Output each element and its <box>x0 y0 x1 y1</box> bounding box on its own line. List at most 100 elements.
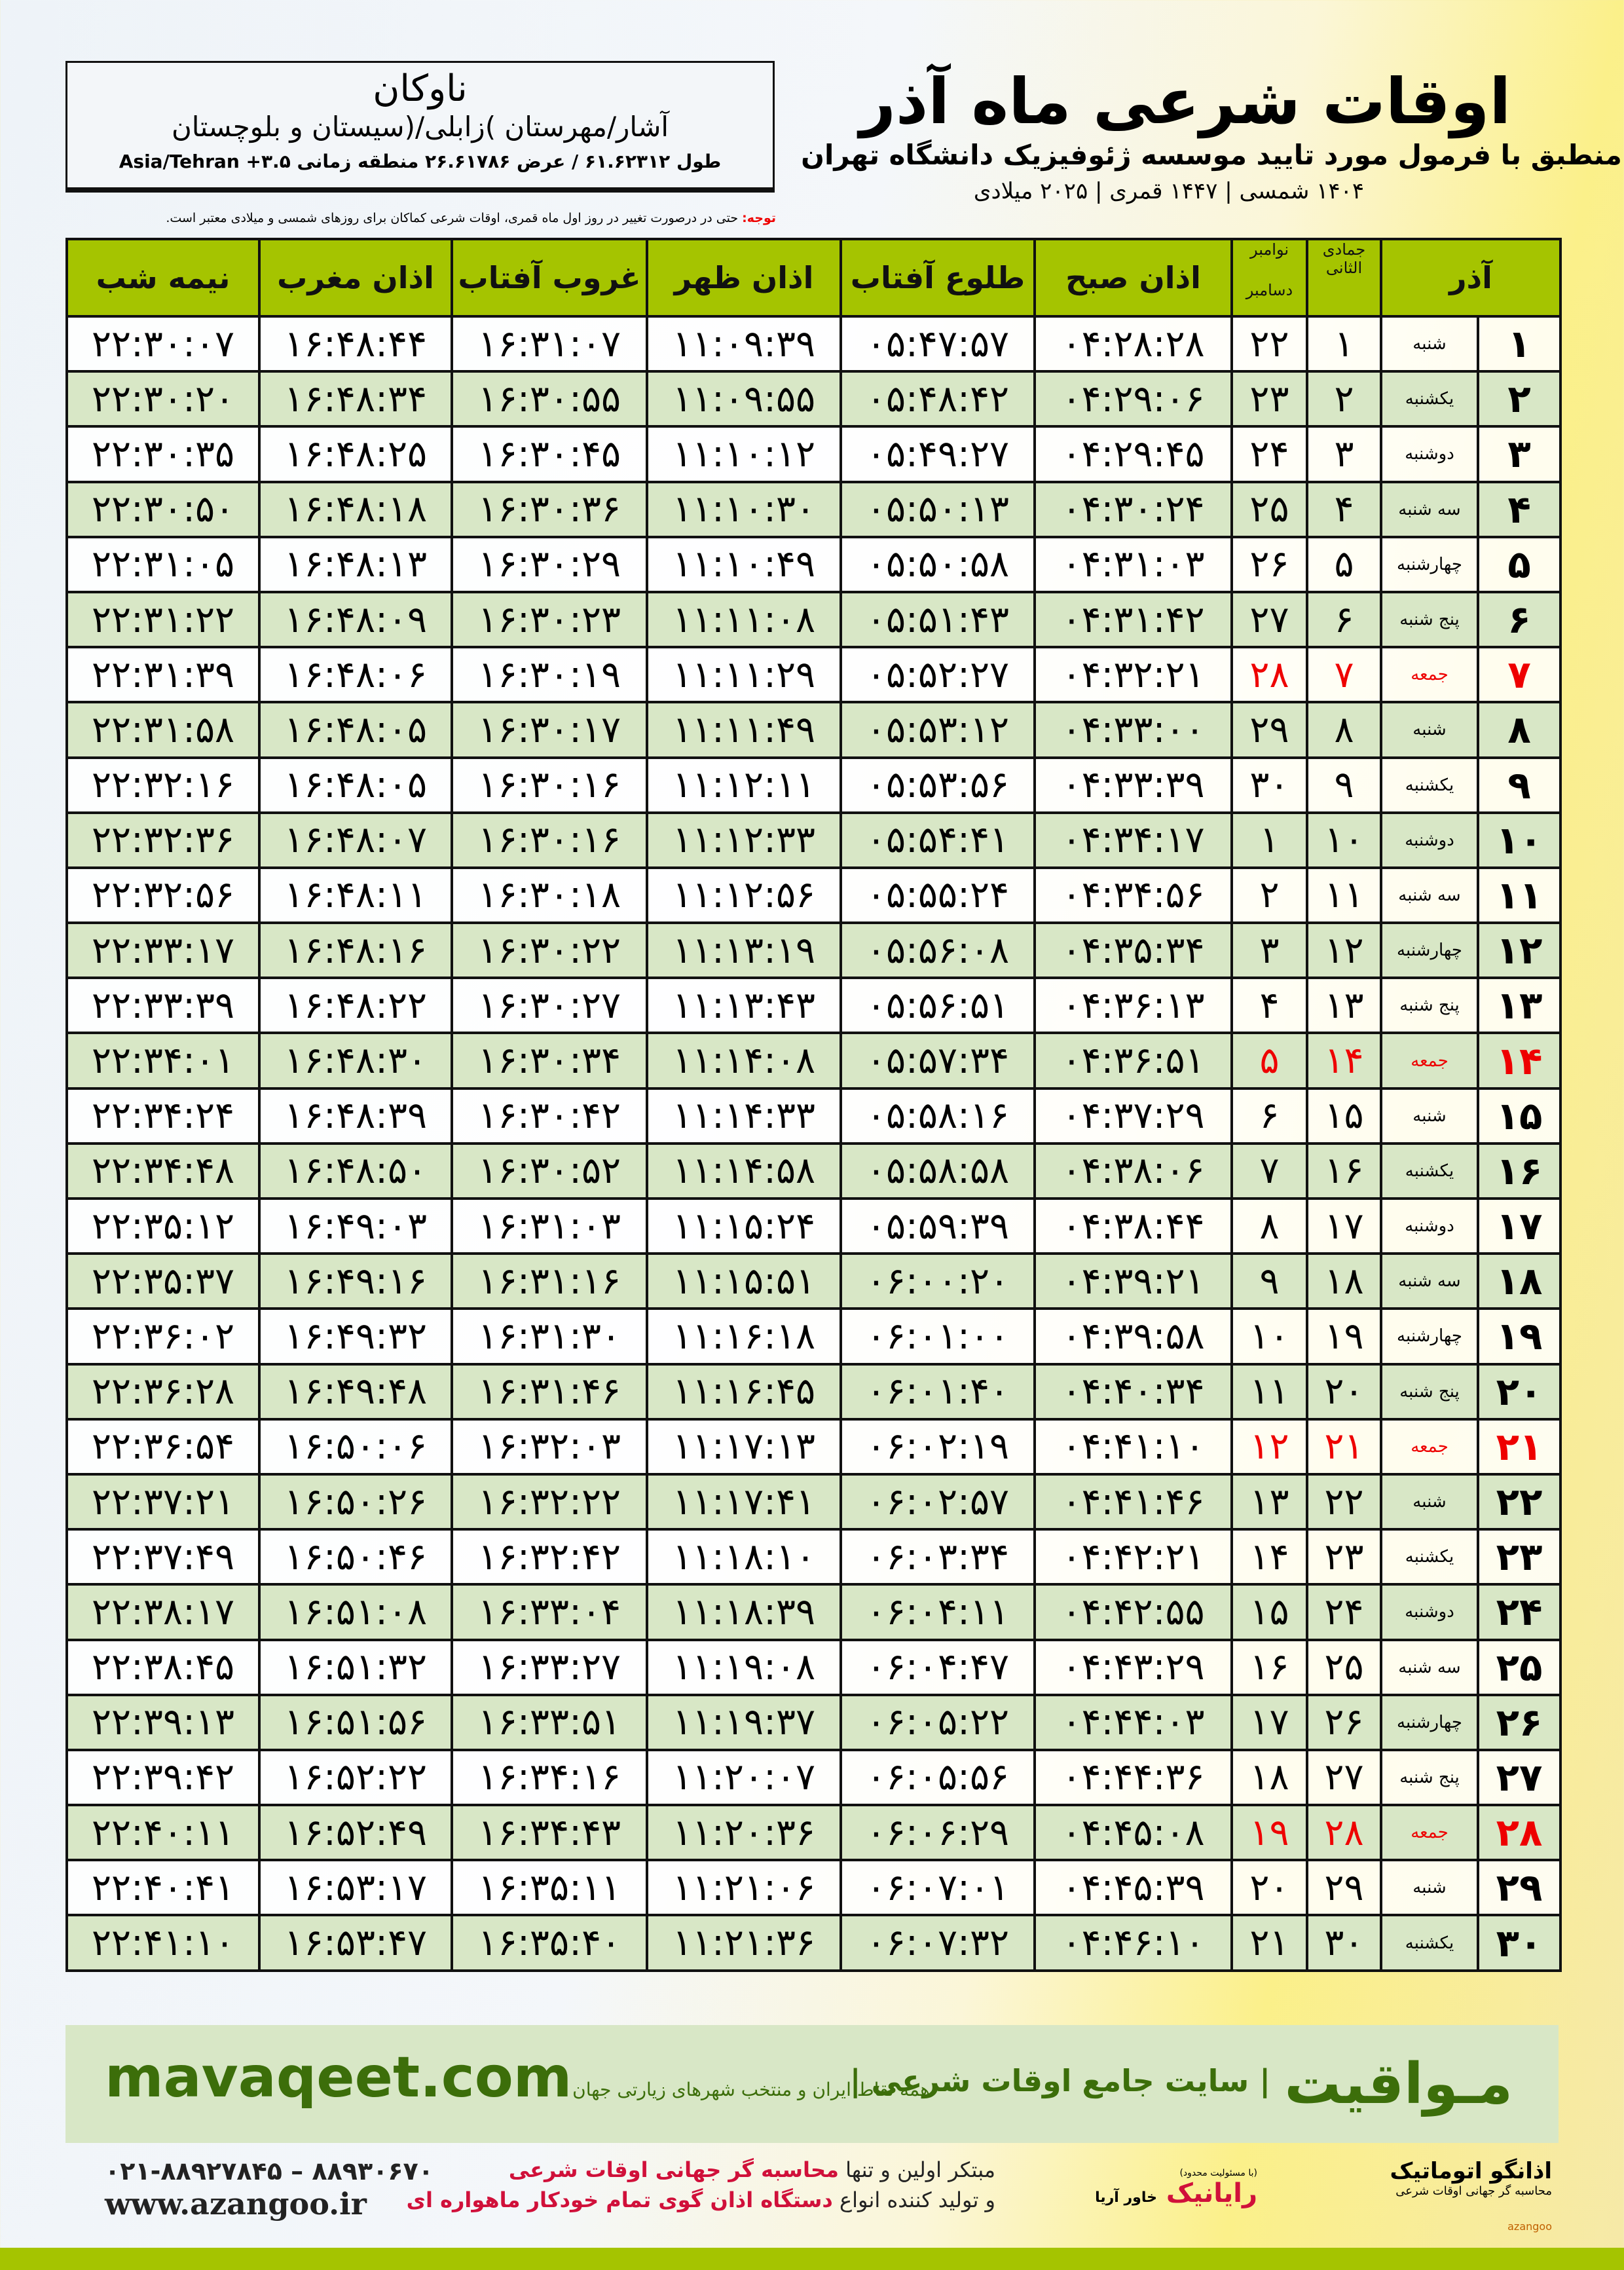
cell-sobh: ۰۴:۳۸:۴۴ <box>1033 1197 1233 1256</box>
cell-ghoroob: ۱۶:۳۲:۴۲ <box>451 1528 648 1586</box>
cell-hijri-day: ۱۱ <box>1306 866 1382 925</box>
cell-gregorian-day: ۱۵ <box>1230 1583 1308 1641</box>
cell-gregorian-day: ۲۲ <box>1230 314 1308 373</box>
cell-day: ۹ <box>1477 756 1562 814</box>
cell-gregorian-day: ۱۹ <box>1230 1804 1308 1862</box>
cell-day: ۲۱ <box>1477 1417 1562 1476</box>
cell-nime-shab: ۲۲:۳۲:۳۶ <box>65 811 261 869</box>
cell-gregorian-day: ۲۱ <box>1230 1914 1308 1972</box>
cell-day: ۲۹ <box>1477 1859 1562 1917</box>
bottom-bar <box>0 2248 1624 2270</box>
cell-day: ۱۷ <box>1477 1197 1562 1256</box>
table-row: ۲۴ دوشنبه ۲۴ ۱۵ ۰۴:۴۲:۵۵ ۰۶:۰۴:۱۱ ۱۱:۱۸:۳۹ ۱۶:۳… <box>65 1583 1562 1641</box>
cell-ghoroob: ۱۶:۳۰:۴۵ <box>451 425 648 483</box>
cell-tolu: ۰۶:۰۷:۳۲ <box>840 1914 1036 1972</box>
cell-weekday: شنبه <box>1379 1472 1480 1531</box>
cell-tolu: ۰۶:۰۷:۰۱ <box>840 1859 1036 1917</box>
cell-maghreb: ۱۶:۴۸:۲۵ <box>258 425 453 483</box>
cell-weekday: دوشنبه <box>1379 1197 1480 1256</box>
table-row: ۲ یکشنبه ۲ ۲۳ ۰۴:۲۹:۰۶ ۰۵:۴۸:۴۲ ۱۱:۰۹:۵۵ ۱۶:۳۰:… <box>65 370 1562 428</box>
table-row: ۲۹ شنبه ۲۹ ۲۰ ۰۴:۴۵:۳۹ ۰۶:۰۷:۰۱ ۱۱:۲۱:۰۶ ۱۶:۳۵:… <box>65 1859 1562 1917</box>
cell-zohr: ۱۱:۲۰:۰۷ <box>646 1748 842 1807</box>
cell-weekday: پنج شنبه <box>1379 1362 1480 1421</box>
cell-hijri-day: ۱۴ <box>1306 1032 1382 1090</box>
cell-ghoroob: ۱۶:۳۰:۲۲ <box>451 921 648 980</box>
cell-maghreb: ۱۶:۴۹:۰۳ <box>258 1197 453 1256</box>
cell-ghoroob: ۱۶:۳۰:۱۶ <box>451 811 648 869</box>
cell-zohr: ۱۱:۱۲:۳۳ <box>646 811 842 869</box>
cell-ghoroob: ۱۶:۳۱:۰۳ <box>451 1197 648 1256</box>
cell-weekday: دوشنبه <box>1379 811 1480 869</box>
cell-tolu: ۰۵:۵۹:۳۹ <box>840 1197 1036 1256</box>
azangoo-logo: اذانگو اتوماتیک محاسبه گر جهانی اوقات شرع… <box>1390 2158 1552 2198</box>
table-row: ۱۷ دوشنبه ۱۷ ۸ ۰۴:۳۸:۴۴ ۰۵:۵۹:۳۹ ۱۱:۱۵:۲۴ ۱۶:۳۱… <box>65 1197 1562 1256</box>
header-ghoroob: غروب آفتاب <box>451 238 648 318</box>
cell-day: ۱۶ <box>1477 1142 1562 1200</box>
cell-ghoroob: ۱۶:۳۰:۲۷ <box>451 977 648 1035</box>
table-row: ۲۲ شنبه ۲۲ ۱۳ ۰۴:۴۱:۴۶ ۰۶:۰۲:۵۷ ۱۱:۱۷:۴۱ ۱۶:۳۲:… <box>65 1472 1562 1531</box>
cell-tolu: ۰۵:۵۱:۴۳ <box>840 590 1036 649</box>
cell-maghreb: ۱۶:۴۸:۳۹ <box>258 1087 453 1145</box>
cell-gregorian-day: ۳۰ <box>1230 756 1308 814</box>
cell-nime-shab: ۲۲:۳۲:۵۶ <box>65 866 261 925</box>
banner-tagline: | سایت جامع اوقات شرعی | <box>849 2063 1270 2098</box>
cell-tolu: ۰۵:۵۲:۲۷ <box>840 646 1036 704</box>
cell-zohr: ۱۱:۱۱:۴۹ <box>646 701 842 759</box>
cell-weekday: پنج شنبه <box>1379 1748 1480 1807</box>
cell-maghreb: ۱۶:۴۸:۰۹ <box>258 590 453 649</box>
cell-gregorian-day: ۳ <box>1230 921 1308 980</box>
cell-zohr: ۱۱:۱۸:۳۹ <box>646 1583 842 1641</box>
cell-weekday: شنبه <box>1379 1087 1480 1145</box>
cell-tolu: ۰۶:۰۴:۴۷ <box>840 1638 1036 1696</box>
cell-ghoroob: ۱۶:۳۰:۱۹ <box>451 646 648 704</box>
cell-day: ۲۶ <box>1477 1693 1562 1751</box>
mavaqeet-link[interactable]: mavaqeet.com <box>105 2045 572 2110</box>
cell-day: ۷ <box>1477 646 1562 704</box>
cell-zohr: ۱۱:۱۹:۰۸ <box>646 1638 842 1696</box>
cell-zohr: ۱۱:۱۷:۱۳ <box>646 1417 842 1476</box>
cell-gregorian-day: ۱۰ <box>1230 1307 1308 1366</box>
cell-sobh: ۰۴:۴۰:۳۴ <box>1033 1362 1233 1421</box>
page-subtitle: منطبق با فرمول مورد تایید موسسه ژئوفیزیک… <box>801 139 1622 171</box>
cell-ghoroob: ۱۶:۳۵:۱۱ <box>451 1859 648 1917</box>
cell-ghoroob: ۱۶:۳۴:۱۶ <box>451 1748 648 1807</box>
table-row: ۱۹ چهارشنبه ۱۹ ۱۰ ۰۴:۳۹:۵۸ ۰۶:۰۱:۰۰ ۱۱:۱۶:۱۸ ۱۶… <box>65 1307 1562 1366</box>
table-row: ۹ یکشنبه ۹ ۳۰ ۰۴:۳۳:۳۹ ۰۵:۵۳:۵۶ ۱۱:۱۲:۱۱ ۱۶:۳۰:… <box>65 756 1562 814</box>
cell-sobh: ۰۴:۳۲:۲۱ <box>1033 646 1233 704</box>
cell-nime-shab: ۲۲:۳۵:۱۲ <box>65 1197 261 1256</box>
cell-tolu: ۰۶:۰۵:۵۶ <box>840 1748 1036 1807</box>
cell-weekday: پنج شنبه <box>1379 590 1480 649</box>
cell-weekday: شنبه <box>1379 1859 1480 1917</box>
cell-sobh: ۰۴:۳۰:۲۴ <box>1033 480 1233 538</box>
header-hijri-label: جمادی الثانی <box>1322 240 1366 277</box>
years-line: ۱۴۰۴ شمسی | ۱۴۴۷ قمری | ۲۰۲۵ میلادی <box>973 178 1365 204</box>
cell-sobh: ۰۴:۲۹:۴۵ <box>1033 425 1233 483</box>
cell-weekday: دوشنبه <box>1379 425 1480 483</box>
cell-tolu: ۰۶:۰۵:۲۲ <box>840 1693 1036 1751</box>
header-greg-nov: نوامبر <box>1249 240 1289 259</box>
cell-maghreb: ۱۶:۴۸:۴۴ <box>258 314 453 373</box>
cell-zohr: ۱۱:۱۰:۱۲ <box>646 425 842 483</box>
cell-maghreb: ۱۶:۴۸:۰۶ <box>258 646 453 704</box>
cell-day: ۲ <box>1477 370 1562 428</box>
cell-hijri-day: ۲۳ <box>1306 1528 1382 1586</box>
cell-gregorian-day: ۲ <box>1230 866 1308 925</box>
azangoo-link[interactable]: www.azangoo.ir <box>105 2186 367 2222</box>
cell-zohr: ۱۱:۱۱:۰۸ <box>646 590 842 649</box>
cell-hijri-day: ۱۲ <box>1306 921 1382 980</box>
table-row: ۱۲ چهارشنبه ۱۲ ۳ ۰۴:۳۵:۳۴ ۰۵:۵۶:۰۸ ۱۱:۱۳:۱۹ ۱۶:… <box>65 921 1562 980</box>
cell-gregorian-day: ۱۶ <box>1230 1638 1308 1696</box>
cell-ghoroob: ۱۶:۳۱:۳۰ <box>451 1307 648 1366</box>
cell-zohr: ۱۱:۱۳:۱۹ <box>646 921 842 980</box>
cell-weekday: چهارشنبه <box>1379 921 1480 980</box>
note: توجه: حتی در درصورت تغییر در روز اول ماه… <box>65 211 776 225</box>
table-row: ۵ چهارشنبه ۵ ۲۶ ۰۴:۳۱:۰۳ ۰۵:۵۰:۵۸ ۱۱:۱۰:۴۹ ۱۶:۳… <box>65 535 1562 593</box>
cell-weekday: سه شنبه <box>1379 1638 1480 1696</box>
cell-weekday: شنبه <box>1379 314 1480 373</box>
cell-maghreb: ۱۶:۵۳:۴۷ <box>258 1914 453 1972</box>
cell-day: ۲۵ <box>1477 1638 1562 1696</box>
cell-ghoroob: ۱۶:۳۳:۲۷ <box>451 1638 648 1696</box>
cell-zohr: ۱۱:۲۱:۳۶ <box>646 1914 842 1972</box>
cell-maghreb: ۱۶:۵۱:۰۸ <box>258 1583 453 1641</box>
cell-nime-shab: ۲۲:۳۰:۳۵ <box>65 425 261 483</box>
